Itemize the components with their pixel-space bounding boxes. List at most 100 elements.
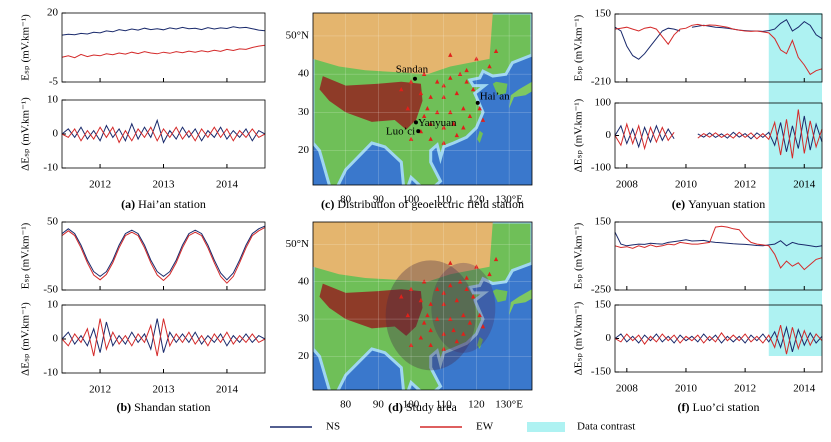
caption-text: Study area [406,400,458,414]
station-marker [399,86,404,92]
station-point [412,76,417,81]
x-tick-label: 2012 [89,384,111,396]
x-tick-label: 2014 [216,179,239,191]
caption: (f) Luo’ci station [678,400,760,414]
station-marker [405,312,410,318]
y-axis-label: ΔEₛₚ (mV.km⁻¹) [20,302,32,376]
series-line [61,318,266,357]
station-marker [448,260,453,265]
station-marker [441,301,446,306]
station-marker [474,56,479,61]
lon-label: 120 [468,399,485,411]
lat-label: 20 [298,350,310,362]
x-tick-label: 2014 [216,384,239,396]
lon-label: 110 [436,399,453,411]
station-marker [418,90,424,96]
series-line [61,44,266,59]
station-marker [474,264,479,269]
lon-label: 90 [373,194,385,206]
lon-label: 100 [403,399,420,411]
lat-label: 20 [298,144,310,156]
station-marker [470,86,476,92]
y-tick-label: 150 [595,8,612,20]
station-marker [441,125,446,130]
series-line [614,324,823,355]
y-tick-label: 0 [53,333,59,345]
legend-label: EW [476,421,494,433]
x-tick-label: 2012 [734,179,756,191]
station-marker [418,297,424,303]
caption: (b) Shandan station [117,400,211,414]
lon-label: 90 [373,399,385,411]
y-tick-label: 100 [595,97,612,109]
x-tick-label: 2012 [89,179,111,191]
series-line [614,225,823,271]
series-line [614,231,823,248]
y-tick-label: -50 [43,284,58,296]
x-tick-label: 2008 [616,383,639,395]
station-marker [457,279,463,284]
y-tick-label: 50 [47,216,59,228]
y-tick-label: 10 [47,94,59,106]
y-tick-label: -100 [591,162,612,174]
y-tick-label: 150 [595,299,612,311]
land [477,130,483,143]
x-tick-label: 2010 [675,179,698,191]
station-marker [461,125,466,130]
lat-label: 30 [298,106,310,118]
station-marker [467,320,473,325]
station-marker [428,301,433,306]
station-marker [408,286,414,291]
station-point [475,100,480,105]
map-frame [312,12,533,186]
y-axis-label: Eₛₚ (mV.km⁻¹) [573,14,585,81]
caption-letter: (a) [121,197,135,211]
plot-frame [61,12,266,83]
station-marker [461,106,466,111]
station-marker [425,312,430,318]
station-marker [405,106,410,111]
map [313,222,532,390]
caption-letter: (d) [388,400,403,414]
study-area [385,260,476,371]
series-line [61,126,266,144]
y-tick-label: 0 [606,129,612,141]
lon-label: 80 [340,194,352,206]
plot-frame [614,304,823,373]
x-tick-label: 2012 [734,383,756,395]
station-marker [435,316,440,321]
station-marker [421,320,427,325]
lat-label: 30 [298,313,310,325]
map-frame [312,221,533,391]
station-marker [454,338,460,344]
study-area [431,262,496,353]
station-marker [493,256,499,262]
caption-text: Luo’ci station [693,400,760,414]
lon-label: 130°E [495,399,523,411]
station-point [416,129,421,134]
legend-label: Data contrast [577,421,635,433]
lat-label: 40 [298,68,310,80]
x-tick-label: 2014 [793,383,816,395]
station-marker [448,75,453,80]
station-marker [464,286,469,291]
station-marker [435,286,440,291]
y-tick-label: 20 [47,7,59,19]
station-marker [487,271,492,277]
plateau-north [313,13,493,75]
station-marker [487,64,492,69]
y-tick-label: -10 [43,367,58,379]
plateau-north [313,222,493,282]
caption-letter: (f) [678,400,690,414]
y-tick-label: 0 [606,332,612,344]
station-marker [441,346,446,351]
y-axis-label: Eₛₚ (mV.km⁻¹) [573,222,585,289]
station-point [413,120,418,125]
caption: (e) Yanyuan station [672,197,765,211]
station-marker [464,275,469,280]
series-line [614,325,823,353]
station-marker [428,136,433,141]
station-marker [428,94,433,99]
station-marker [461,312,466,318]
